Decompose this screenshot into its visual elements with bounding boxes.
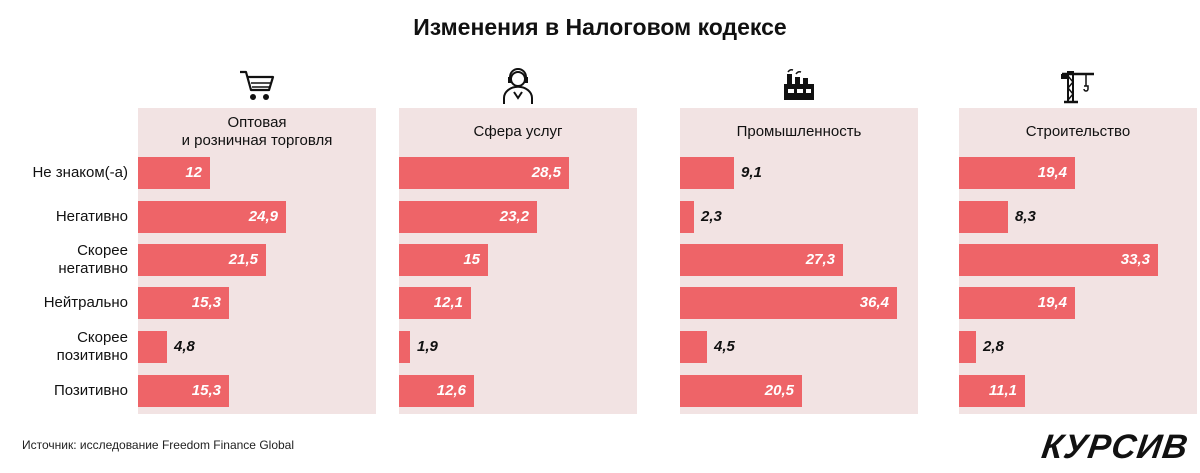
- bar: [680, 375, 802, 407]
- bar: [138, 375, 229, 407]
- data-label: 19,4: [1037, 294, 1067, 311]
- data-label: 11,1: [988, 382, 1017, 399]
- row-label: Скорее позитивно: [56, 329, 128, 364]
- source-note: Источник: исследование Freedom Finance G…: [22, 438, 295, 452]
- row-label: Негативно: [55, 208, 128, 225]
- bar: [680, 201, 694, 233]
- panel-title: Строительство: [1025, 123, 1131, 140]
- bar: [959, 375, 1025, 407]
- data-label: 15: [463, 251, 480, 268]
- data-label: 20,5: [764, 382, 794, 399]
- data-label: 36,4: [859, 294, 889, 311]
- panel-title: Сфера услуг: [473, 123, 563, 140]
- data-label: 12: [185, 164, 202, 181]
- data-label: 21,5: [228, 251, 258, 268]
- row-label: Нейтрально: [43, 294, 128, 311]
- bar: [399, 331, 410, 363]
- bar: [399, 201, 537, 233]
- data-label: 12,6: [436, 382, 466, 399]
- data-label: 15,3: [191, 294, 221, 311]
- service-person-icon: [498, 66, 538, 106]
- bar: [138, 201, 286, 233]
- bar: [959, 157, 1075, 189]
- panel-title: Оптовая и розничная торговля: [181, 114, 333, 149]
- bar: [680, 157, 734, 189]
- data-label: 33,3: [1120, 251, 1150, 268]
- shopping-cart-icon: [237, 66, 277, 106]
- data-label: 24,9: [248, 208, 278, 225]
- bar: [138, 244, 266, 276]
- bar: [680, 331, 707, 363]
- bar: [959, 331, 976, 363]
- data-label: 12,1: [433, 294, 463, 311]
- data-label: 2,3: [701, 208, 722, 225]
- bar: [138, 287, 229, 319]
- bar: [680, 287, 897, 319]
- factory-icon: [779, 66, 819, 106]
- construction-crane-icon: [1058, 66, 1098, 106]
- bar: [959, 287, 1075, 319]
- data-label: 4,8: [174, 338, 195, 355]
- data-label: 19,4: [1037, 164, 1067, 181]
- data-label: 1,9: [417, 338, 438, 355]
- row-label: Не знаком(-а): [32, 164, 128, 181]
- panel-title: Промышленность: [736, 123, 862, 140]
- bar: [399, 157, 569, 189]
- bar: [138, 157, 210, 189]
- row-label: Скорее негативно: [58, 242, 128, 277]
- data-label: 2,8: [983, 338, 1004, 355]
- data-label: 4,5: [714, 338, 735, 355]
- brand-logo: КУРСИВ: [1039, 428, 1191, 466]
- bar: [138, 331, 167, 363]
- data-label: 9,1: [741, 164, 762, 181]
- bar: [399, 375, 474, 407]
- bar: [959, 201, 1008, 233]
- data-label: 27,3: [805, 251, 835, 268]
- bar: [959, 244, 1158, 276]
- chart-title: Изменения в Налоговом кодексе: [413, 14, 787, 40]
- bar: [680, 244, 843, 276]
- row-label: Позитивно: [53, 382, 128, 399]
- bar: [399, 244, 488, 276]
- bar: [399, 287, 471, 319]
- data-label: 15,3: [191, 382, 221, 399]
- data-label: 8,3: [1015, 208, 1036, 225]
- data-label: 23,2: [499, 208, 529, 225]
- data-label: 28,5: [531, 164, 561, 181]
